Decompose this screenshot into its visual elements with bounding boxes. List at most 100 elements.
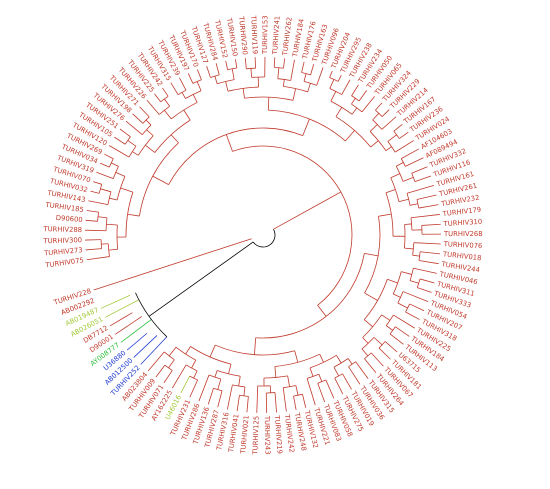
internal-branch [214, 370, 218, 378]
internal-branch [164, 110, 172, 120]
internal-branch [217, 378, 222, 390]
leaf-branch [361, 96, 375, 113]
internal-branch [225, 81, 229, 92]
internal-branch [364, 292, 378, 301]
leaf-branch [154, 93, 161, 103]
internal-branch [164, 98, 170, 107]
leaf-branch [316, 67, 324, 86]
internal-arc [232, 145, 353, 306]
internal-branch [351, 107, 358, 115]
internal-arc [395, 165, 404, 182]
leaf-branch [171, 364, 187, 389]
internal-arc [392, 271, 402, 295]
leaf-branch [85, 229, 107, 232]
leaf-label: TURHIV219 [273, 414, 284, 454]
internal-branch [231, 68, 235, 80]
internal-branch [100, 188, 112, 193]
leaf-branch [226, 384, 233, 410]
leaf-branch [85, 219, 98, 222]
leaf-branch [217, 390, 223, 408]
internal-branch [328, 191, 342, 200]
internal-branch [127, 213, 140, 217]
leaf-branch [90, 190, 100, 194]
leaf-branch [282, 387, 287, 412]
leaf-branch [256, 385, 259, 413]
internal-branch [402, 177, 414, 182]
internal-branch [209, 344, 216, 358]
internal-branch [373, 337, 383, 346]
internal-arc [364, 352, 372, 360]
leaf-branch [274, 392, 277, 413]
leaf-branch [364, 358, 377, 373]
leaf-label: TURHIV119 [249, 14, 259, 54]
internal-branch [111, 162, 119, 167]
internal-arc [128, 145, 137, 158]
internal-branch [361, 348, 369, 357]
internal-branch [115, 172, 126, 177]
leaf-branch [302, 394, 307, 408]
internal-branch [225, 134, 233, 152]
internal-branch [168, 359, 175, 369]
leaf-branch [405, 311, 420, 320]
internal-branch [108, 248, 118, 251]
internal-branch [386, 325, 393, 331]
leaf-branch [414, 175, 432, 182]
internal-arc [274, 66, 284, 69]
internal-branch [106, 223, 118, 226]
outgroup-leaf-branch [100, 294, 131, 309]
leaf-branch [162, 87, 169, 97]
leaf-branch [413, 267, 437, 274]
leaf-branch [420, 251, 441, 255]
leaf-branch [85, 248, 102, 251]
leaf-branch [417, 287, 432, 293]
internal-branch [238, 376, 241, 387]
root-branch [148, 241, 254, 317]
internal-branch [309, 367, 314, 377]
leaf-label: TURHIV310 [442, 218, 482, 228]
leaf-branch [341, 79, 351, 95]
outgroup-leaf-branch [115, 316, 143, 335]
leaf-branch [399, 131, 409, 139]
internal-branch [364, 319, 373, 328]
leaf-branch [273, 57, 276, 68]
internal-branch [390, 173, 401, 179]
internal-branch [317, 305, 327, 317]
leaf-branch [86, 256, 110, 261]
leaf-branch [244, 57, 247, 69]
leaf-branch [413, 242, 441, 245]
leaf-label: TURHIV300 [42, 236, 82, 245]
leaf-branch [348, 366, 361, 385]
leaf-branch [418, 204, 439, 209]
internal-arc [255, 253, 365, 339]
leaf-branch [405, 157, 424, 167]
internal-branch [192, 94, 198, 103]
internal-branch [347, 358, 353, 365]
internal-branch [274, 366, 277, 378]
internal-branch [336, 355, 342, 364]
leaf-branch [317, 383, 326, 403]
internal-branch [282, 79, 285, 87]
internal-arc [330, 100, 353, 115]
internal-arc [112, 166, 119, 179]
leaf-branch [358, 90, 368, 102]
internal-arc [268, 109, 346, 142]
leaf-label: TURHIV125 [251, 416, 260, 456]
leaf-label: TURHIV021 [239, 415, 251, 455]
root-arc [252, 229, 276, 248]
internal-arc [263, 375, 288, 379]
leaf-branch [355, 361, 369, 379]
internal-arc [361, 337, 375, 350]
internal-branch [183, 109, 191, 121]
leaf-branch [235, 59, 238, 69]
internal-branch [333, 366, 340, 377]
leaf-branch [180, 375, 191, 394]
internal-arc [185, 90, 202, 99]
internal-arc [164, 364, 173, 371]
leaf-branch [410, 214, 440, 219]
internal-branch [145, 144, 156, 153]
leaf-branch [325, 379, 335, 399]
internal-arc [283, 385, 296, 389]
leaf-branch [310, 64, 315, 76]
internal-branch [385, 189, 396, 194]
leaf-branch [329, 70, 333, 78]
